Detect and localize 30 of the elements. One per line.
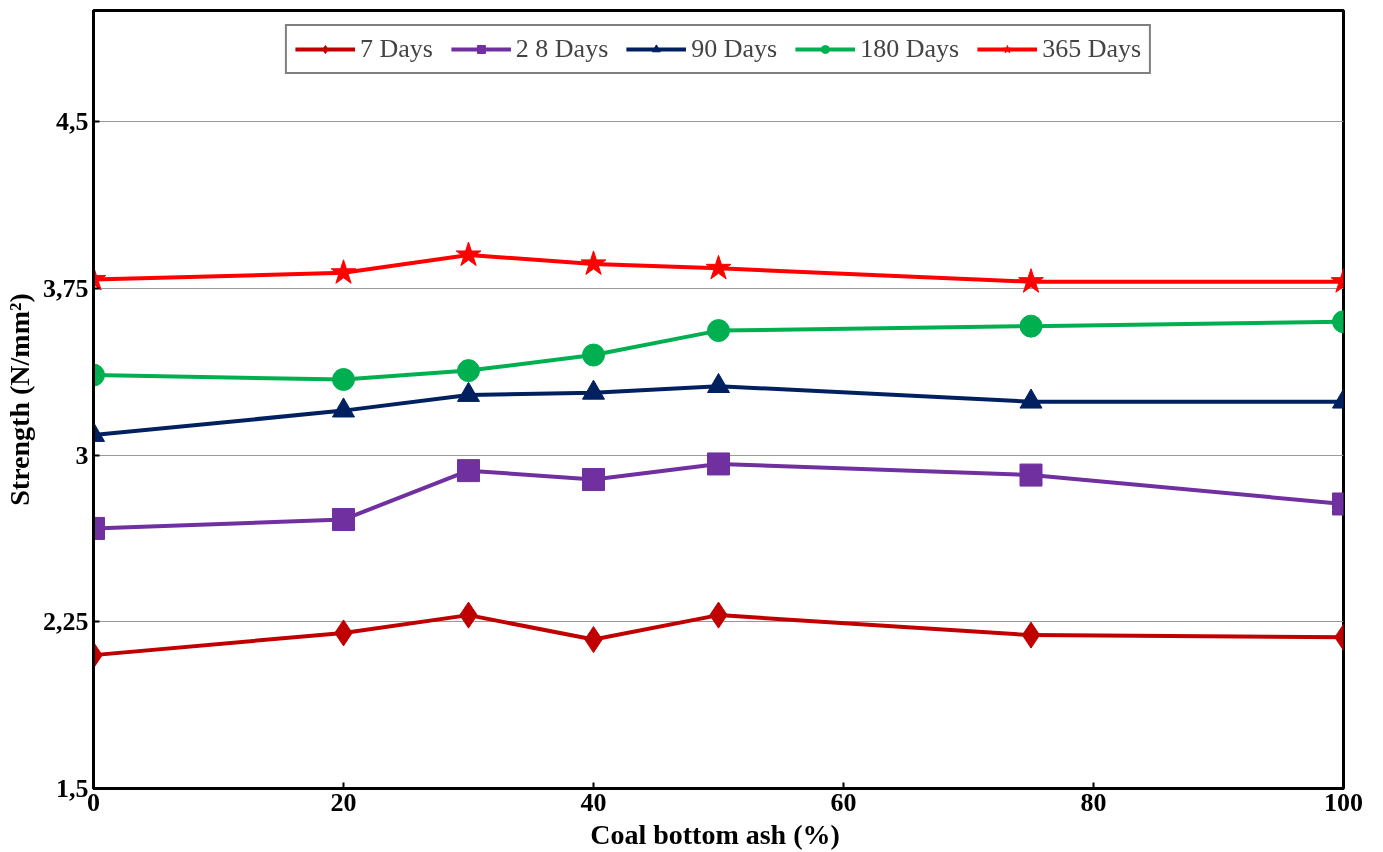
point bbox=[332, 508, 355, 532]
y-tick-label: 1,5 bbox=[56, 774, 89, 803]
point bbox=[707, 319, 730, 343]
x-tick-label: 20 bbox=[330, 787, 357, 817]
x-tick-label: 80 bbox=[1080, 787, 1107, 817]
x-tick-label: 60 bbox=[830, 787, 857, 817]
y-tick-label: 3 bbox=[75, 440, 89, 470]
y-axis-title: Strength (N/mm²) bbox=[4, 293, 35, 506]
legend-label: 365 Days bbox=[1042, 34, 1142, 64]
point bbox=[457, 459, 480, 483]
legend-label: 7 Days bbox=[359, 34, 433, 64]
x-tick-label: 100 bbox=[1324, 787, 1363, 817]
legend-label: 90 Days bbox=[691, 34, 778, 64]
point bbox=[332, 368, 355, 391]
point bbox=[455, 241, 482, 267]
y-tick-label: 2,25 bbox=[43, 607, 89, 637]
legend-label: 2 8 Days bbox=[515, 34, 609, 64]
y-tick-label: 3,75 bbox=[43, 273, 89, 303]
x-tick-label: 40 bbox=[580, 787, 607, 817]
point bbox=[330, 259, 357, 284]
legend-label: 180 Days bbox=[860, 34, 960, 64]
x-axis-title: Coal bottom ash (%) bbox=[590, 818, 840, 850]
x-tick-label: 0 bbox=[87, 787, 100, 817]
point bbox=[457, 359, 480, 383]
point bbox=[580, 250, 607, 275]
point bbox=[582, 468, 605, 492]
point bbox=[707, 452, 730, 476]
y-tick-label: 4,5 bbox=[56, 107, 89, 137]
point bbox=[705, 254, 732, 280]
point bbox=[582, 343, 605, 367]
